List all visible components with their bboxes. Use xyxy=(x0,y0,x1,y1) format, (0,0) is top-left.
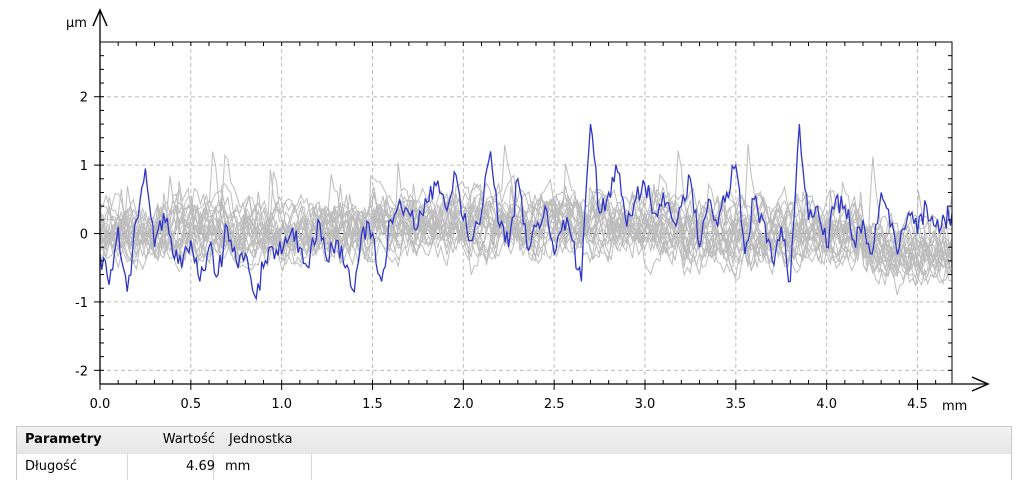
x-tick-label: 1.0 xyxy=(271,397,292,412)
y-unit-label: µm xyxy=(66,16,87,31)
x-unit-label: mm xyxy=(942,399,967,414)
row-value: 4.69 xyxy=(186,459,215,474)
y-ticks: -2 -1 0 1 2 xyxy=(75,55,952,379)
table-row[interactable]: Długość 4.69 mm xyxy=(17,454,1011,480)
y-axis-arrow-icon xyxy=(92,8,108,27)
x-tick-label: 3.5 xyxy=(725,397,746,412)
header-param: Parametry xyxy=(25,432,102,447)
column-divider xyxy=(311,454,312,480)
row-unit: mm xyxy=(225,459,251,474)
x-tick-label: 2.5 xyxy=(544,397,565,412)
gridlines xyxy=(100,42,952,384)
x-tick-label: 4.5 xyxy=(907,397,928,412)
x-tick-label: 2.0 xyxy=(453,397,474,412)
x-tick-label: 1.5 xyxy=(362,397,383,412)
background-profile-line xyxy=(99,181,953,278)
background-profile-line xyxy=(99,174,953,282)
y-tick-label: 2 xyxy=(80,91,88,106)
column-divider xyxy=(213,454,214,480)
header-unit: Jednostka xyxy=(229,432,293,447)
background-profile-line xyxy=(99,175,953,275)
x-tick-label: 4.0 xyxy=(816,397,837,412)
x-axis-arrow-icon xyxy=(971,376,990,392)
highlight-profile xyxy=(99,123,953,301)
x-ticks: 0.0 0.5 1.0 1.5 2.0 2.5 3.0 3.5 4.0 4.5 xyxy=(90,42,937,412)
column-divider xyxy=(127,454,128,480)
background-profile-line xyxy=(99,177,953,280)
parameters-table: Parametry Wartość Jednostka Długość 4.69… xyxy=(16,426,1012,480)
table-header: Parametry Wartość Jednostka xyxy=(17,427,1011,455)
header-value: Wartość xyxy=(162,432,215,447)
y-tick-label: -2 xyxy=(75,364,88,379)
x-tick-label: 0.5 xyxy=(180,397,201,412)
profile-chart: 0.0 0.5 1.0 1.5 2.0 2.5 3.0 3.5 4.0 4.5 -2 -1 0 1 2 µ… xyxy=(66,8,990,414)
x-tick-label: 0.0 xyxy=(90,397,111,412)
y-tick-label: 1 xyxy=(80,159,88,174)
y-tick-label: -1 xyxy=(75,296,88,311)
x-tick-label: 3.0 xyxy=(635,397,656,412)
y-tick-label: 0 xyxy=(80,228,88,243)
row-param: Długość xyxy=(25,459,78,474)
